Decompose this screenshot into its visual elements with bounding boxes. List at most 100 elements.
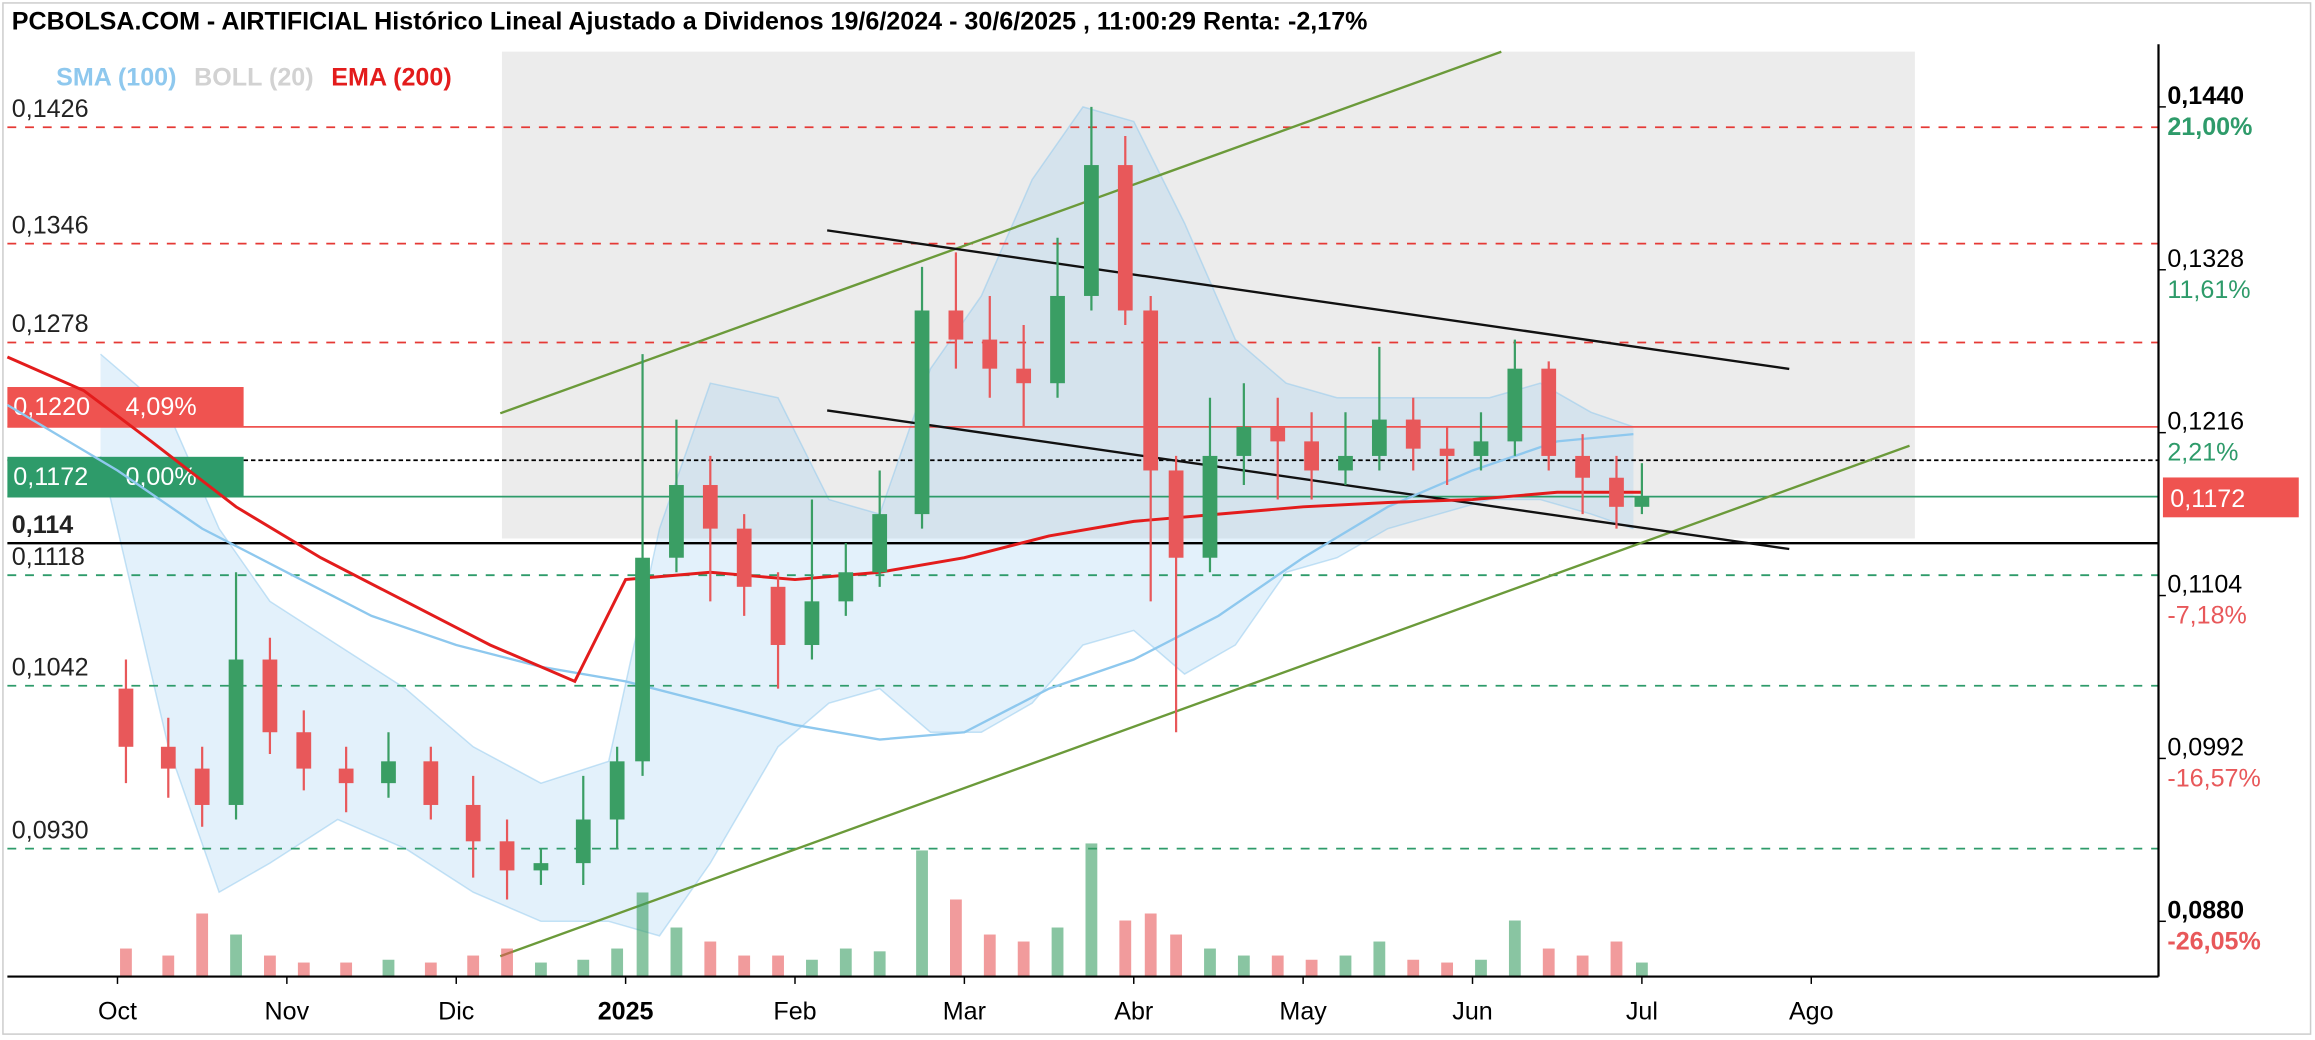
candle-body <box>296 732 312 769</box>
candle-body <box>1541 368 1557 456</box>
candle-body <box>423 761 439 805</box>
volume-bar <box>1144 913 1157 977</box>
x-tick-label: Ago <box>1789 997 1834 1025</box>
x-tick-label: Nov <box>265 997 310 1025</box>
candle-body <box>160 746 176 769</box>
level-label: 0,1118 <box>12 543 85 571</box>
volume-bar <box>636 892 649 977</box>
volume-bar <box>1119 920 1132 977</box>
last-price-box <box>2162 477 2299 518</box>
trend-line <box>499 444 1910 958</box>
level-label: 0,1220 <box>13 393 90 421</box>
y-tick-label: 0,1328 <box>2167 245 2244 273</box>
volume-bar <box>1508 920 1521 977</box>
volume-bar <box>1635 962 1648 977</box>
y-tick-label: 0,0880 <box>2167 896 2244 924</box>
x-tick-label: Jul <box>1626 997 1658 1025</box>
candle-body <box>1575 455 1590 478</box>
candle-body <box>1050 295 1065 384</box>
candle-body <box>262 659 278 733</box>
candle-body <box>118 688 134 747</box>
bollinger-band <box>100 106 1634 936</box>
volume-bar <box>424 962 437 977</box>
candle-body <box>1634 496 1650 507</box>
level-label: 0,1426 <box>12 95 89 123</box>
volume-bar <box>467 955 480 977</box>
legend-entry: EMA (200) <box>331 64 451 92</box>
x-tick-label: Feb <box>773 997 816 1025</box>
candle-body <box>669 485 684 558</box>
trend-line <box>827 409 1790 551</box>
trend-line <box>499 50 1502 415</box>
level-label: 0,1042 <box>12 653 89 681</box>
volume-bar <box>1576 955 1589 977</box>
y-tick-pct: -26,05% <box>2167 927 2260 955</box>
volume-bar <box>501 948 513 977</box>
candle-body <box>1507 368 1523 442</box>
candle-body <box>1236 426 1252 456</box>
volume-bar <box>1170 934 1183 977</box>
candle-body <box>1168 470 1184 558</box>
candle-body <box>575 819 591 864</box>
level-label: 0,1172 <box>13 463 88 491</box>
volume-bar <box>297 962 310 977</box>
candle-body <box>1117 165 1133 311</box>
candle-body <box>1202 455 1218 558</box>
x-tick-label: Jun <box>1452 997 1492 1025</box>
y-tick-label: 0,1440 <box>2167 82 2244 110</box>
candle-body <box>948 310 964 340</box>
candle-body <box>702 485 718 529</box>
x-tick-label: 2025 <box>598 997 654 1025</box>
candle-body <box>1609 477 1624 507</box>
candle-body <box>499 841 515 871</box>
volume-bar <box>1441 962 1454 977</box>
bollinger-upper <box>100 106 1634 784</box>
candle-body <box>1371 419 1387 456</box>
volume-bar <box>230 934 242 977</box>
volume-bar <box>611 948 624 977</box>
volume-bar <box>772 955 784 977</box>
candle-body <box>1338 455 1353 471</box>
y-tick-pct: 2,21% <box>2167 439 2238 467</box>
volume-bar <box>670 927 683 977</box>
volume-bar <box>1610 941 1623 977</box>
ema-line <box>6 355 1642 684</box>
volume-bar <box>1305 959 1318 977</box>
volume-bar <box>577 959 590 977</box>
y-tick-pct: -16,57% <box>2167 764 2260 792</box>
volume-bar <box>1339 955 1352 977</box>
x-tick-label: May <box>1279 997 1327 1025</box>
x-tick-label: Mar <box>943 997 986 1025</box>
volume-bar <box>1204 948 1216 977</box>
volume-bar <box>806 959 818 977</box>
bollinger-lower <box>99 455 1634 937</box>
candle-body <box>1270 426 1286 442</box>
level-label: 0,114 <box>12 511 73 539</box>
x-tick-label: Oct <box>98 997 137 1025</box>
volume-bar <box>738 955 751 977</box>
volume-bar <box>1085 843 1098 977</box>
sma-line <box>6 404 1634 741</box>
level-label: 0,0930 <box>12 816 89 844</box>
volume-bar <box>1373 941 1386 977</box>
y-tick-pct: 11,61% <box>2167 276 2250 304</box>
candle-body <box>770 586 786 645</box>
volume-bar <box>340 962 353 977</box>
level-label: 0,1346 <box>12 211 89 239</box>
candle-body <box>1304 441 1319 471</box>
candle-body <box>838 572 854 602</box>
candle-body <box>736 528 752 587</box>
trend-line <box>827 229 1790 371</box>
volume-bar <box>382 959 395 977</box>
y-tick-label: 0,1216 <box>2167 408 2244 436</box>
y-tick-pct: -7,18% <box>2167 602 2247 630</box>
volume-bar <box>1237 955 1250 977</box>
candle-body <box>609 761 625 820</box>
volume-bar <box>873 951 886 977</box>
level-pct: 4,09% <box>125 393 196 421</box>
volume-bar <box>1542 948 1555 977</box>
volume-bar <box>1407 959 1420 977</box>
candle-body <box>533 863 549 871</box>
